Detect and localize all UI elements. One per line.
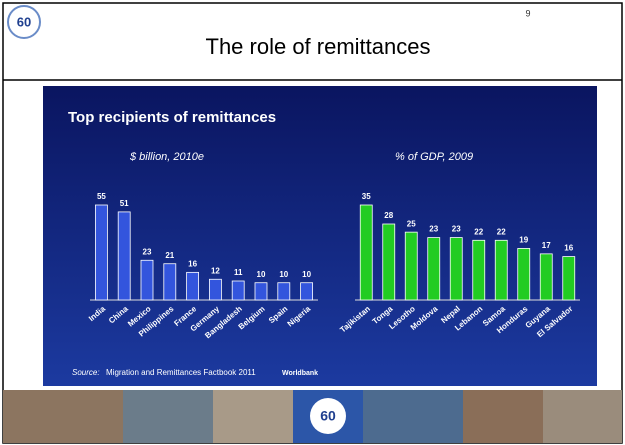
bar bbox=[382, 223, 396, 301]
bar bbox=[186, 271, 200, 301]
value-label: 22 bbox=[497, 227, 506, 236]
bar bbox=[472, 239, 486, 301]
bar bbox=[494, 239, 508, 301]
chart-panel bbox=[43, 86, 597, 386]
source: Migration and Remittances Factbook 2011 bbox=[106, 368, 256, 377]
photo bbox=[463, 390, 543, 443]
bar bbox=[539, 253, 553, 301]
value-label: 51 bbox=[120, 199, 129, 208]
value-label: 35 bbox=[362, 192, 371, 201]
bar bbox=[562, 256, 576, 301]
bar bbox=[117, 211, 131, 301]
value-label: 16 bbox=[564, 244, 573, 253]
value-label: 10 bbox=[302, 270, 311, 279]
value-label: 11 bbox=[234, 268, 243, 277]
bar bbox=[359, 204, 373, 301]
value-label: 16 bbox=[188, 259, 197, 268]
value-label: 55 bbox=[97, 192, 106, 201]
photo-strip: 60 bbox=[3, 390, 622, 443]
panel-title: Top recipients of remittances bbox=[68, 109, 276, 126]
bar bbox=[277, 282, 291, 301]
bar bbox=[231, 280, 245, 301]
value-label: 28 bbox=[384, 211, 393, 220]
value-label: 22 bbox=[474, 227, 483, 236]
value-label: 17 bbox=[542, 241, 551, 250]
photo bbox=[543, 390, 622, 443]
bar bbox=[140, 259, 154, 301]
value-label: 23 bbox=[452, 225, 461, 234]
bar bbox=[517, 248, 531, 301]
logo-text: 60 bbox=[320, 408, 336, 424]
logo bbox=[310, 398, 346, 434]
bar bbox=[449, 237, 463, 301]
value-label: 25 bbox=[407, 219, 416, 228]
bar bbox=[254, 282, 268, 301]
bar bbox=[208, 278, 222, 301]
value-label: 10 bbox=[279, 270, 288, 279]
bar bbox=[300, 282, 314, 301]
value-label: 23 bbox=[143, 247, 152, 256]
slide-title: The role of remittances bbox=[206, 34, 431, 59]
page-number: 9 bbox=[525, 8, 530, 18]
bar bbox=[163, 263, 177, 301]
value-label: 10 bbox=[257, 270, 266, 279]
logo-text: 60 bbox=[17, 14, 31, 29]
photo bbox=[123, 390, 213, 443]
value-label: 21 bbox=[165, 251, 174, 260]
bar bbox=[427, 237, 441, 301]
bar bbox=[404, 231, 418, 301]
chart-subtitle: $ billion, 2010e bbox=[129, 151, 204, 163]
chart-subtitle: % of GDP, 2009 bbox=[395, 151, 473, 163]
photo bbox=[213, 390, 293, 443]
credit: Worldbank bbox=[282, 370, 318, 377]
photo bbox=[363, 390, 463, 443]
value-label: 23 bbox=[429, 225, 438, 234]
logo bbox=[7, 5, 41, 39]
value-label: 19 bbox=[519, 236, 528, 245]
source-label: Source: bbox=[72, 368, 100, 377]
photo bbox=[3, 390, 123, 443]
bar bbox=[95, 204, 108, 301]
value-label: 12 bbox=[211, 266, 220, 275]
